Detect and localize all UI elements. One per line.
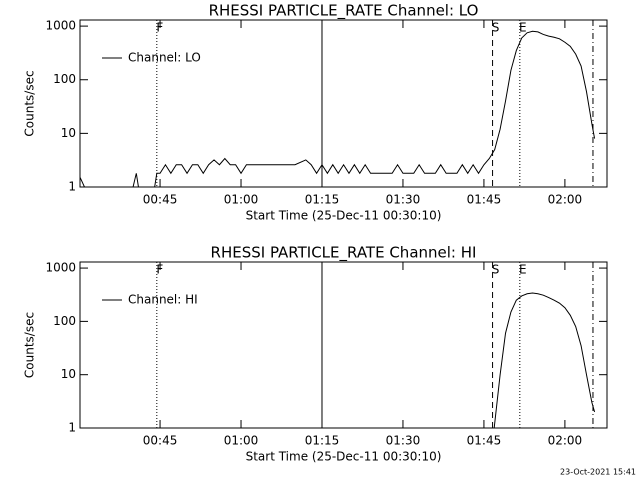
- y-tick-label: 100: [53, 314, 76, 328]
- x-tick-label: 00:45: [143, 193, 178, 207]
- chart-title: RHESSI PARTICLE_RATE Channel: HI: [211, 244, 477, 263]
- x-axis-label: Start Time (25-Dec-11 00:30:10): [246, 209, 442, 223]
- series-line: [80, 30, 596, 187]
- x-tick-label: 01:15: [305, 434, 340, 448]
- y-tick-label: 1: [68, 180, 76, 194]
- x-tick-label: 01:45: [467, 193, 502, 207]
- footer: 23-Oct-2021 15:41: [560, 468, 636, 477]
- y-tick-label: 100: [53, 72, 76, 86]
- x-tick-label: 01:00: [224, 193, 259, 207]
- event-label: F: [156, 21, 163, 35]
- chart-title: RHESSI PARTICLE_RATE Channel: LO: [209, 2, 479, 21]
- x-tick-label: 02:00: [548, 193, 583, 207]
- x-tick-label: 00:45: [143, 434, 178, 448]
- x-tick-label: 01:15: [305, 193, 340, 207]
- x-tick-label: 02:00: [548, 434, 583, 448]
- x-tick-label: 01:30: [386, 434, 421, 448]
- y-tick-label: 1: [68, 421, 76, 435]
- event-label: E: [519, 263, 527, 277]
- legend-label: Channel: HI: [128, 293, 198, 307]
- x-tick-label: 01:30: [386, 193, 421, 207]
- series-line: [493, 292, 596, 428]
- y-tick-label: 10: [61, 367, 76, 381]
- x-tick-label: 01:45: [467, 434, 502, 448]
- x-tick-label: 01:00: [224, 434, 259, 448]
- event-label: E: [519, 21, 527, 35]
- plot-frame: [79, 261, 608, 429]
- event-label: S: [492, 21, 500, 35]
- plot-frame: [79, 19, 608, 188]
- legend-label: Channel: LO: [128, 51, 201, 65]
- y-tick-label: 1000: [45, 19, 76, 33]
- y-tick-label: 1000: [45, 261, 76, 275]
- event-label: F: [156, 263, 163, 277]
- y-axis-label: Counts/sec: [23, 70, 37, 136]
- y-tick-label: 10: [61, 126, 76, 140]
- y-axis-label: Counts/sec: [23, 312, 37, 378]
- x-axis-label: Start Time (25-Dec-11 00:30:10): [246, 450, 442, 464]
- event-label: S: [492, 263, 500, 277]
